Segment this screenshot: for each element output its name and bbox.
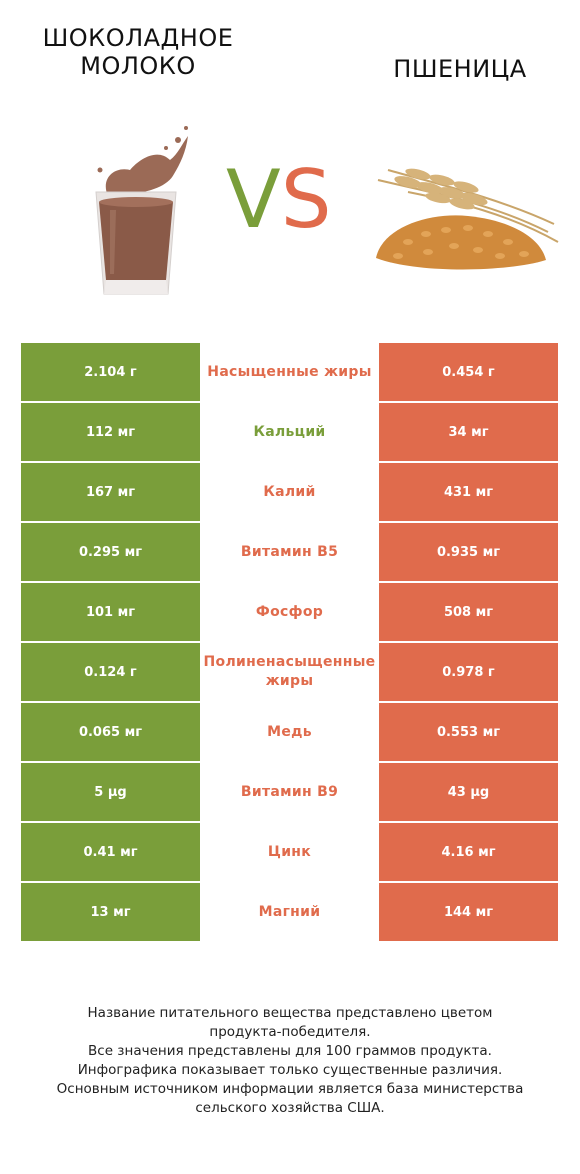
right-value-cell: 144 мг bbox=[379, 882, 558, 941]
nutrient-name-cell: Витамин B9 bbox=[200, 762, 379, 823]
nutrient-name: Магний bbox=[258, 903, 321, 920]
nutrient-name: Витамин B9 bbox=[240, 783, 339, 800]
nutrient-name: Насыщенные жиры bbox=[207, 363, 372, 380]
right-value-cell: 431 мг bbox=[379, 462, 558, 523]
comparison-row: 0.41 мг Цинк 4.16 мг bbox=[21, 822, 558, 883]
comparison-row: 167 мг Калий 431 мг bbox=[21, 462, 558, 523]
nutrient-name: Калий bbox=[263, 483, 316, 500]
right-value-cell: 0.978 г bbox=[379, 642, 558, 703]
right-value-cell: 34 мг bbox=[379, 402, 558, 463]
nutrient-name: Полиненасыщенные жиры bbox=[203, 654, 376, 689]
left-value-cell: 112 мг bbox=[21, 402, 200, 463]
nutrient-name-cell: Витамин B5 bbox=[200, 522, 379, 583]
right-value-cell: 0.454 г bbox=[379, 343, 558, 403]
versus-v: V bbox=[226, 153, 281, 246]
comparison-row: 2.104 г Насыщенные жиры 0.454 г bbox=[21, 343, 558, 403]
chocolate-milk-glass-image bbox=[95, 126, 188, 295]
nutrient-name-cell: Кальций bbox=[200, 402, 379, 463]
comparison-row: 5 µg Витамин B9 43 µg bbox=[21, 762, 558, 823]
versus-label: VS bbox=[226, 160, 332, 240]
comparison-row: 0.295 мг Витамин B5 0.935 мг bbox=[21, 522, 558, 583]
left-value-cell: 0.295 мг bbox=[21, 522, 200, 583]
nutrient-name-cell: Магний bbox=[200, 882, 379, 941]
right-value-cell: 4.16 мг bbox=[379, 822, 558, 883]
right-value-cell: 508 мг bbox=[379, 582, 558, 643]
right-value-cell: 0.553 мг bbox=[379, 702, 558, 763]
nutrient-name: Цинк bbox=[267, 843, 312, 860]
footnote: Название питательного вещества представл… bbox=[20, 1004, 560, 1118]
wheat-image bbox=[376, 168, 559, 270]
right-product-title: ПШЕНИЦА bbox=[393, 55, 527, 83]
nutrient-name-cell: Фосфор bbox=[200, 582, 379, 643]
footnote-line: Инфографика показывает только существенн… bbox=[77, 1062, 503, 1078]
footnote-line: Основным источником информации является … bbox=[56, 1081, 524, 1097]
left-product-title: ШОКОЛАДНОЕ МОЛОКО bbox=[42, 24, 234, 80]
left-value-cell: 0.41 мг bbox=[21, 822, 200, 883]
versus-s: S bbox=[280, 153, 332, 246]
comparison-row: 0.124 г Полиненасыщенные жиры 0.978 г bbox=[21, 642, 558, 703]
left-value-cell: 0.065 мг bbox=[21, 702, 200, 763]
comparison-row: 0.065 мг Медь 0.553 мг bbox=[21, 702, 558, 763]
nutrient-comparison-table: 2.104 г Насыщенные жиры 0.454 г 112 мг Кальц… bbox=[21, 343, 558, 941]
right-value-cell: 0.935 мг bbox=[379, 522, 558, 583]
comparison-row: 101 мг Фосфор 508 мг bbox=[21, 582, 558, 643]
comparison-row: 13 мг Магний 144 мг bbox=[21, 882, 558, 941]
nutrient-name: Медь bbox=[267, 723, 312, 740]
nutrient-name-cell: Цинк bbox=[200, 822, 379, 883]
left-value-cell: 13 мг bbox=[21, 882, 200, 941]
footnote-line: Все значения представлены для 100 граммо… bbox=[88, 1043, 492, 1059]
left-value-cell: 167 мг bbox=[21, 462, 200, 523]
left-value-cell: 2.104 г bbox=[21, 343, 200, 403]
nutrient-name: Кальций bbox=[253, 423, 326, 440]
left-value-cell: 5 µg bbox=[21, 762, 200, 823]
left-value-cell: 101 мг bbox=[21, 582, 200, 643]
footnote-line: сельского хозяйства США. bbox=[195, 1100, 385, 1116]
nutrient-name: Фосфор bbox=[255, 603, 324, 620]
nutrient-name-cell: Калий bbox=[200, 462, 379, 523]
footnote-line: Название питательного вещества представл… bbox=[87, 1005, 493, 1021]
right-value-cell: 43 µg bbox=[379, 762, 558, 823]
nutrient-name-cell: Полиненасыщенные жиры bbox=[200, 642, 379, 703]
nutrient-name: Витамин B5 bbox=[240, 543, 339, 560]
nutrient-name-cell: Медь bbox=[200, 702, 379, 763]
nutrient-name-cell: Насыщенные жиры bbox=[200, 343, 379, 403]
comparison-row: 112 мг Кальций 34 мг bbox=[21, 402, 558, 463]
left-value-cell: 0.124 г bbox=[21, 642, 200, 703]
footnote-line: продукта-победителя. bbox=[209, 1024, 371, 1040]
